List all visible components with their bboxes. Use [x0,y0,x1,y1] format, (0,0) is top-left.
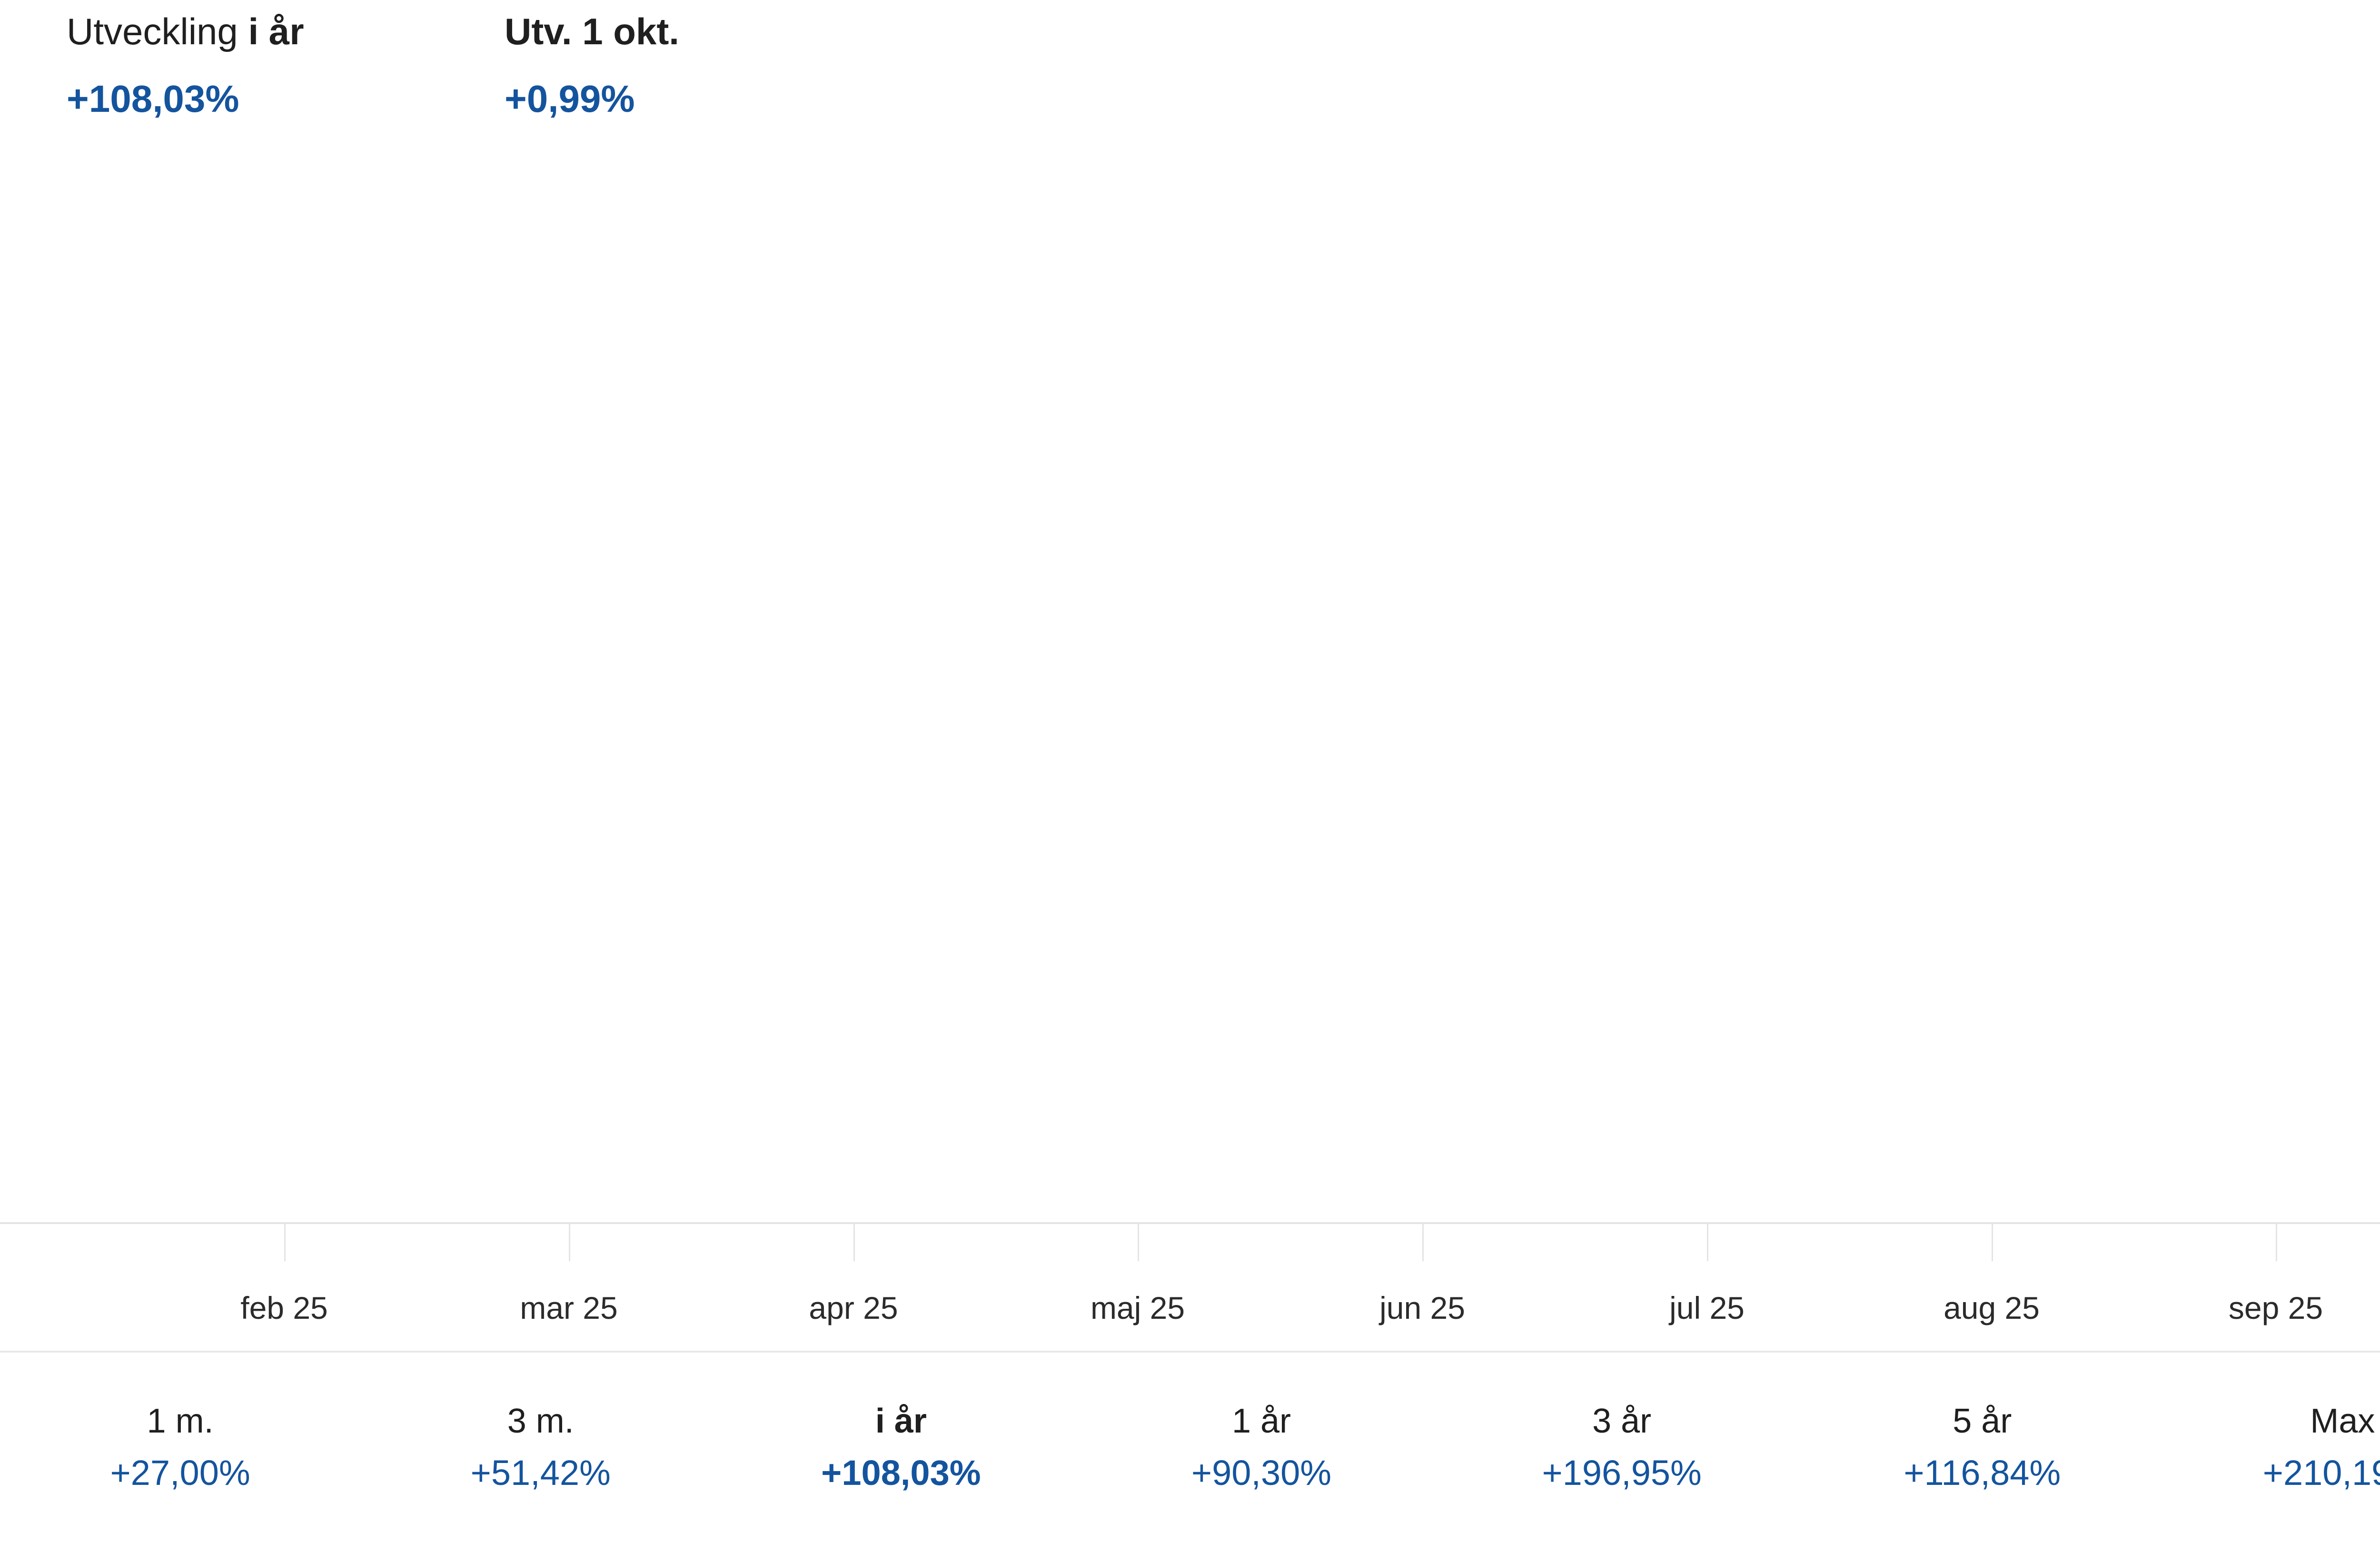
stat-label-ytd-plain: Utveckling [67,10,248,52]
period-button-ytd[interactable]: i år +108,03% [721,1353,1081,1542]
x-axis: feb 25 mar 25 apr 25 maj 25 jun 25 jul 2… [0,1224,2380,1352]
period-label-1y: 1 år [1231,1402,1291,1440]
stat-value-day: +0,99% [505,78,635,120]
x-axis-label-mar: mar 25 [520,1290,618,1325]
x-axis-label-aug: aug 25 [1944,1290,2040,1325]
period-button-max[interactable]: Max +210,19% [2162,1353,2380,1542]
period-label-max: Max [2310,1402,2375,1440]
x-axis-line [0,1222,2380,1224]
x-axis-label-maj: maj 25 [1090,1290,1185,1325]
x-tickmark-feb [284,1224,286,1261]
period-value-ytd: +108,03% [821,1453,981,1493]
toolbar-divider [0,1351,2380,1353]
stat-block-day: Utv. 1 okt. +0,99% [505,0,679,126]
period-button-3y[interactable]: 3 år +196,95% [1442,1353,1802,1542]
period-label-3y: 3 år [1592,1402,1652,1440]
period-button-1m[interactable]: 1 m. +27,00% [0,1353,360,1542]
period-value-3y: +196,95% [1542,1453,1702,1493]
x-axis-label-feb: feb 25 [240,1290,328,1325]
period-label-3m: 3 m. [507,1402,574,1440]
price-chart[interactable]: 100 75 50 25 0 -25 [0,157,2380,1223]
period-button-5y[interactable]: 5 år +116,84% [1802,1353,2162,1542]
x-tickmark-jul [1707,1224,1708,1261]
stat-value-ytd: +108,03% [67,78,239,120]
period-value-1m: +27,00% [110,1453,250,1493]
x-axis-label-jun: jun 25 [1379,1290,1465,1325]
stat-label-ytd-bold: i år [248,10,304,52]
x-axis-label-sep: sep 25 [2228,1290,2323,1325]
period-button-3m[interactable]: 3 m. +51,42% [360,1353,721,1542]
stat-label-ytd: Utveckling i år [67,5,505,58]
period-value-5y: +116,84% [1904,1453,2061,1493]
period-label-5y: 5 år [1953,1402,2012,1440]
period-selector-toolbar: 1 m. +27,00% 3 m. +51,42% i år +108,03% … [0,1353,2380,1542]
period-button-1y[interactable]: 1 år +90,30% [1081,1353,1441,1542]
stat-block-ytd: Utveckling i år +108,03% [67,0,505,126]
period-label-ytd: i år [875,1402,927,1440]
x-tickmark-apr [853,1224,855,1261]
period-label-1m: 1 m. [147,1402,214,1440]
stats-header: Utveckling i år +108,03% Utv. 1 okt. +0,… [0,0,2380,157]
x-tickmark-aug [1992,1224,1993,1261]
x-axis-label-apr: apr 25 [809,1290,898,1325]
x-tickmark-mar [569,1224,570,1261]
period-value-max: +210,19% [2262,1453,2380,1493]
period-value-1y: +90,30% [1191,1453,1332,1493]
x-tickmark-jun [1422,1224,1424,1261]
x-tickmark-sep [2276,1224,2277,1261]
stat-label-day: Utv. 1 okt. [505,5,679,58]
x-tickmark-maj [1138,1224,1139,1261]
stat-label-day-bold: Utv. 1 okt. [505,10,679,52]
chart-svg [0,157,2380,1223]
period-value-3m: +51,42% [470,1453,611,1493]
x-axis-label-jul: jul 25 [1669,1290,1745,1325]
